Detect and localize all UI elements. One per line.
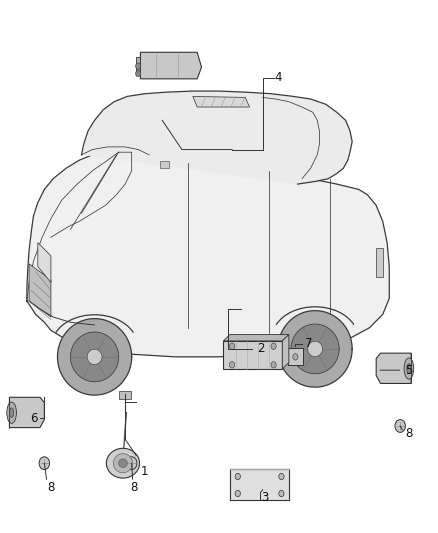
Ellipse shape bbox=[10, 408, 14, 417]
Circle shape bbox=[271, 362, 276, 368]
Polygon shape bbox=[29, 264, 51, 317]
Polygon shape bbox=[223, 341, 283, 368]
Polygon shape bbox=[87, 349, 102, 365]
Circle shape bbox=[230, 343, 235, 350]
Polygon shape bbox=[141, 52, 201, 79]
Circle shape bbox=[230, 362, 235, 368]
Polygon shape bbox=[160, 161, 169, 168]
Circle shape bbox=[395, 419, 406, 432]
Circle shape bbox=[127, 457, 137, 470]
Text: 8: 8 bbox=[130, 481, 138, 494]
Polygon shape bbox=[57, 319, 132, 395]
Text: 1: 1 bbox=[141, 465, 148, 478]
Polygon shape bbox=[376, 248, 383, 277]
Polygon shape bbox=[291, 324, 339, 374]
Text: 6: 6 bbox=[30, 411, 37, 424]
Circle shape bbox=[136, 63, 141, 69]
Text: 2: 2 bbox=[257, 342, 264, 356]
Polygon shape bbox=[27, 152, 389, 357]
Ellipse shape bbox=[7, 402, 16, 423]
Circle shape bbox=[271, 343, 276, 350]
Ellipse shape bbox=[407, 364, 411, 373]
Circle shape bbox=[293, 354, 298, 360]
Polygon shape bbox=[120, 391, 131, 399]
Polygon shape bbox=[81, 91, 352, 184]
Polygon shape bbox=[106, 448, 140, 478]
Circle shape bbox=[235, 490, 240, 497]
Polygon shape bbox=[136, 56, 141, 75]
Polygon shape bbox=[38, 243, 51, 282]
Polygon shape bbox=[376, 353, 411, 383]
Polygon shape bbox=[278, 311, 352, 387]
Polygon shape bbox=[119, 459, 127, 467]
Polygon shape bbox=[307, 341, 322, 357]
Polygon shape bbox=[10, 397, 44, 427]
Circle shape bbox=[39, 457, 49, 470]
Circle shape bbox=[235, 473, 240, 480]
Ellipse shape bbox=[404, 358, 414, 379]
Polygon shape bbox=[288, 348, 303, 366]
Polygon shape bbox=[193, 96, 250, 107]
Polygon shape bbox=[223, 335, 289, 341]
Text: 3: 3 bbox=[261, 491, 268, 504]
Circle shape bbox=[279, 473, 284, 480]
Polygon shape bbox=[71, 332, 119, 382]
Circle shape bbox=[136, 70, 141, 77]
Polygon shape bbox=[113, 454, 133, 473]
Polygon shape bbox=[230, 469, 289, 500]
Text: 7: 7 bbox=[305, 337, 312, 350]
Text: 8: 8 bbox=[405, 427, 413, 440]
Polygon shape bbox=[283, 335, 289, 368]
Circle shape bbox=[279, 490, 284, 497]
Text: 8: 8 bbox=[47, 481, 55, 494]
Text: 5: 5 bbox=[405, 364, 413, 377]
Text: 4: 4 bbox=[274, 71, 282, 84]
